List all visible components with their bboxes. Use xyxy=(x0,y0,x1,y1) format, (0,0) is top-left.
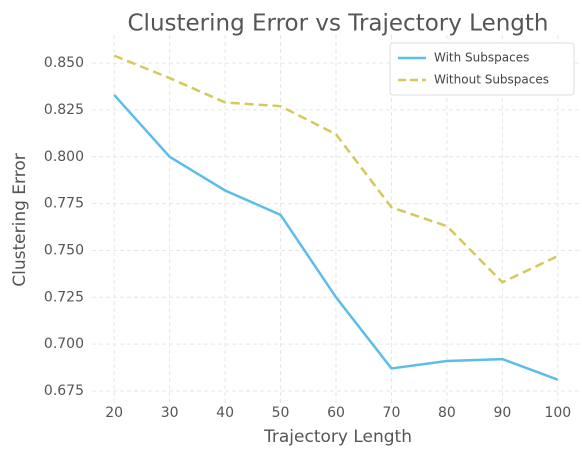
y-tick-label: 0.850 xyxy=(44,55,84,71)
x-axis-label: Trajectory Length xyxy=(263,427,412,446)
x-tick-label: 90 xyxy=(493,405,511,421)
y-tick-label: 0.725 xyxy=(44,289,84,305)
x-tick-label: 80 xyxy=(438,405,456,421)
y-tick-label: 0.775 xyxy=(44,196,84,212)
y-axis-label: Clustering Error xyxy=(10,153,30,286)
legend-label: Without Subspaces xyxy=(434,73,549,87)
y-tick-label: 0.825 xyxy=(44,102,84,118)
x-tick-label: 20 xyxy=(105,405,123,421)
x-tick-label: 70 xyxy=(383,405,401,421)
series-line xyxy=(113,94,559,381)
y-tick-label: 0.675 xyxy=(44,383,84,399)
x-tick-label: 100 xyxy=(544,405,571,421)
x-tick-label: 40 xyxy=(216,405,234,421)
series-line xyxy=(113,54,559,284)
y-tick-label: 0.700 xyxy=(44,336,84,352)
chart-title: Clustering Error vs Trajectory Length xyxy=(128,11,549,37)
x-tick-label: 60 xyxy=(327,405,345,421)
legend-label: With Subspaces xyxy=(434,51,529,65)
x-tick-label: 30 xyxy=(161,405,179,421)
x-tick-label: 50 xyxy=(272,405,290,421)
y-tick-label: 0.800 xyxy=(44,149,84,165)
legend-box xyxy=(389,42,575,96)
y-tick-label: 0.750 xyxy=(44,242,84,258)
legend: With Subspaces Without Subspaces xyxy=(389,42,575,96)
